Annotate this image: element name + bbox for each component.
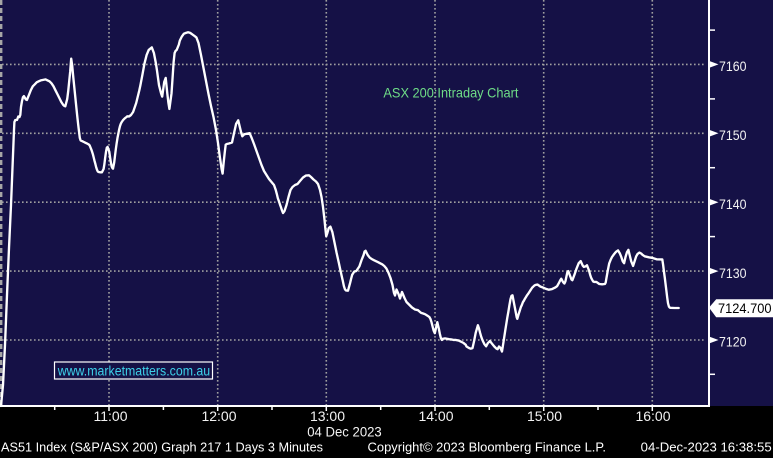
svg-text:www.marketmatters.com.au: www.marketmatters.com.au xyxy=(57,364,210,379)
svg-text:Copyright© 2023 Bloomberg Fina: Copyright© 2023 Bloomberg Finance L.P. xyxy=(368,440,607,455)
svg-text:7120: 7120 xyxy=(719,334,747,350)
svg-text:14:00: 14:00 xyxy=(418,408,453,424)
svg-text:04-Dec-2023 16:38:55: 04-Dec-2023 16:38:55 xyxy=(641,440,772,455)
svg-text:12:00: 12:00 xyxy=(201,408,236,424)
svg-text:7130: 7130 xyxy=(719,265,747,281)
svg-text:04 Dec 2023: 04 Dec 2023 xyxy=(307,424,382,440)
svg-text:ASX 200:Intraday Chart: ASX 200:Intraday Chart xyxy=(383,84,518,100)
svg-text:7160: 7160 xyxy=(719,58,747,74)
svg-text:AS51 Index (S&P/ASX 200) Graph: AS51 Index (S&P/ASX 200) Graph 217 1 Day… xyxy=(1,440,323,455)
svg-text:13:00: 13:00 xyxy=(310,408,345,424)
svg-text:16:00: 16:00 xyxy=(635,408,670,424)
svg-text:7150: 7150 xyxy=(719,127,747,143)
svg-text:11:00: 11:00 xyxy=(94,408,128,424)
svg-text:15:00: 15:00 xyxy=(527,408,562,424)
svg-text:7140: 7140 xyxy=(719,196,747,212)
svg-text:7124.700: 7124.700 xyxy=(718,301,772,316)
